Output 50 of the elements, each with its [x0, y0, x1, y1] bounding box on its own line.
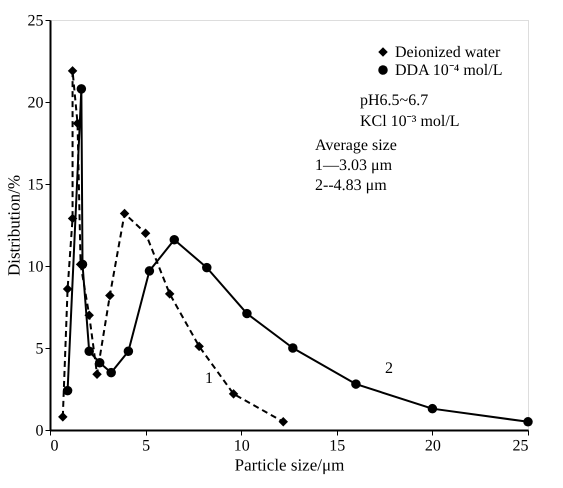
annotation: Average size — [315, 137, 397, 154]
point — [84, 346, 94, 356]
point — [144, 266, 154, 276]
y-tick-label: 0 — [36, 422, 44, 440]
legend-label: DDA 10⁻⁴ mol/L — [395, 62, 502, 79]
annotation: 2 — [385, 360, 393, 377]
y-tick-label: 10 — [28, 258, 44, 276]
annotation: 2--4.83 μm — [315, 177, 388, 194]
point — [202, 262, 212, 272]
annotation: 1 — [205, 370, 213, 387]
x-tick-label: 20 — [424, 438, 441, 454]
y-tick-label: 15 — [28, 176, 44, 194]
point — [428, 404, 438, 414]
point — [228, 389, 238, 399]
point — [120, 208, 130, 218]
x-tick-label: 25 — [512, 438, 528, 454]
x-axis-title: Particle size/μm — [234, 456, 344, 474]
point — [242, 308, 252, 318]
annotation: pH6.5~6.7 — [360, 92, 428, 109]
point — [62, 284, 72, 294]
point — [164, 289, 174, 299]
point — [105, 290, 115, 300]
point — [124, 346, 134, 356]
y-tick-label: 25 — [28, 12, 44, 30]
point — [76, 84, 86, 94]
point — [140, 228, 150, 238]
point — [523, 417, 533, 427]
point — [68, 66, 78, 76]
y-tick-label: 20 — [28, 94, 44, 112]
point — [194, 342, 204, 352]
point — [288, 343, 298, 353]
point — [68, 214, 78, 224]
point — [94, 358, 104, 368]
x-tick-label: 0 — [50, 438, 58, 454]
point — [106, 368, 116, 378]
point — [84, 310, 94, 320]
point — [62, 386, 72, 396]
x-tick-label: 5 — [142, 438, 150, 454]
annotation: 1—3.03 μm — [315, 157, 393, 174]
y-axis-title: Distribution/% — [4, 174, 24, 276]
x-tick-label: 15 — [329, 438, 346, 454]
point — [92, 369, 102, 379]
point — [278, 417, 288, 427]
annotation: KCl 10⁻³ mol/L — [360, 113, 460, 130]
point — [351, 379, 361, 389]
point — [170, 235, 180, 244]
y-tick-label: 5 — [36, 340, 44, 358]
point — [58, 412, 68, 422]
legend-label: Deionized water — [395, 44, 501, 61]
x-tick-label: 10 — [234, 438, 250, 454]
